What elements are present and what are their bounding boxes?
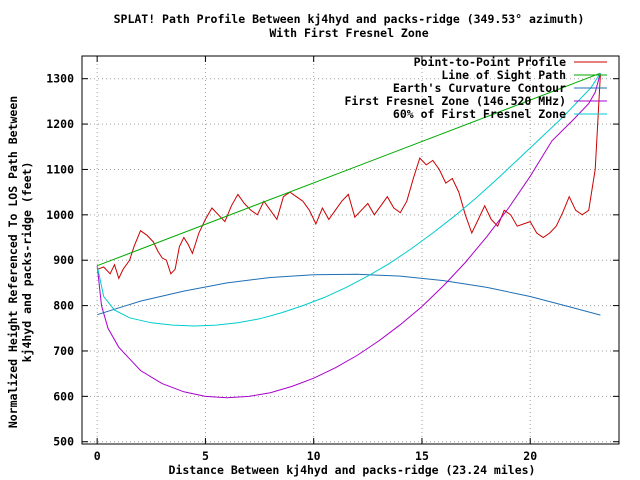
x-tick-label: 20 (523, 449, 537, 463)
y-tick-label: 900 (53, 253, 74, 267)
x-axis-label: Distance Between kj4hyd and packs-ridge … (169, 463, 536, 477)
x-tick-label: 5 (202, 449, 209, 463)
y-tick-label: 600 (53, 389, 74, 403)
legend-label: First Fresnel Zone (146.520 MHz) (344, 94, 566, 108)
x-tick-label: 0 (94, 449, 101, 463)
y-tick-label: 500 (53, 435, 74, 449)
x-tick-label: 10 (307, 449, 321, 463)
chart-title-line2: With First Fresnel Zone (269, 26, 428, 40)
y-axis-label-line1: Normalized Height Referenced To LOS Path… (6, 96, 20, 428)
y-tick-label: 700 (53, 344, 74, 358)
y-tick-label: 800 (53, 299, 74, 313)
series-line-2 (97, 273, 601, 316)
series-line-3 (96, 73, 601, 399)
y-tick-label: 1200 (46, 117, 74, 131)
chart-title-line1: SPLAT! Path Profile Between kj4hyd and p… (114, 12, 585, 26)
series-line-0 (97, 74, 601, 280)
legend-label: Line of Sight Path (441, 68, 566, 82)
data-series (96, 72, 601, 399)
legend-label: 60% of First Fresnel Zone (393, 107, 566, 121)
y-tick-label: 1300 (46, 72, 74, 86)
y-axis-label-line2: kj4hyd and packs-ridge (feet) (20, 162, 34, 363)
legend-label: Point-to-Point Profile (414, 55, 566, 69)
series-line-1 (97, 72, 601, 267)
grid-lines (82, 56, 619, 444)
axis-ticks: 500 600 700 800 900 1000 1100 1200 1300 0 5 10 15 20 (46, 56, 619, 463)
legend-label: Earth's Curvature Contour (393, 81, 566, 95)
series-line-4 (96, 72, 601, 327)
x-tick-label: 15 (415, 449, 429, 463)
y-tick-label: 1100 (46, 162, 74, 176)
plot-frame (81, 55, 620, 445)
y-tick-label: 1000 (46, 208, 74, 222)
